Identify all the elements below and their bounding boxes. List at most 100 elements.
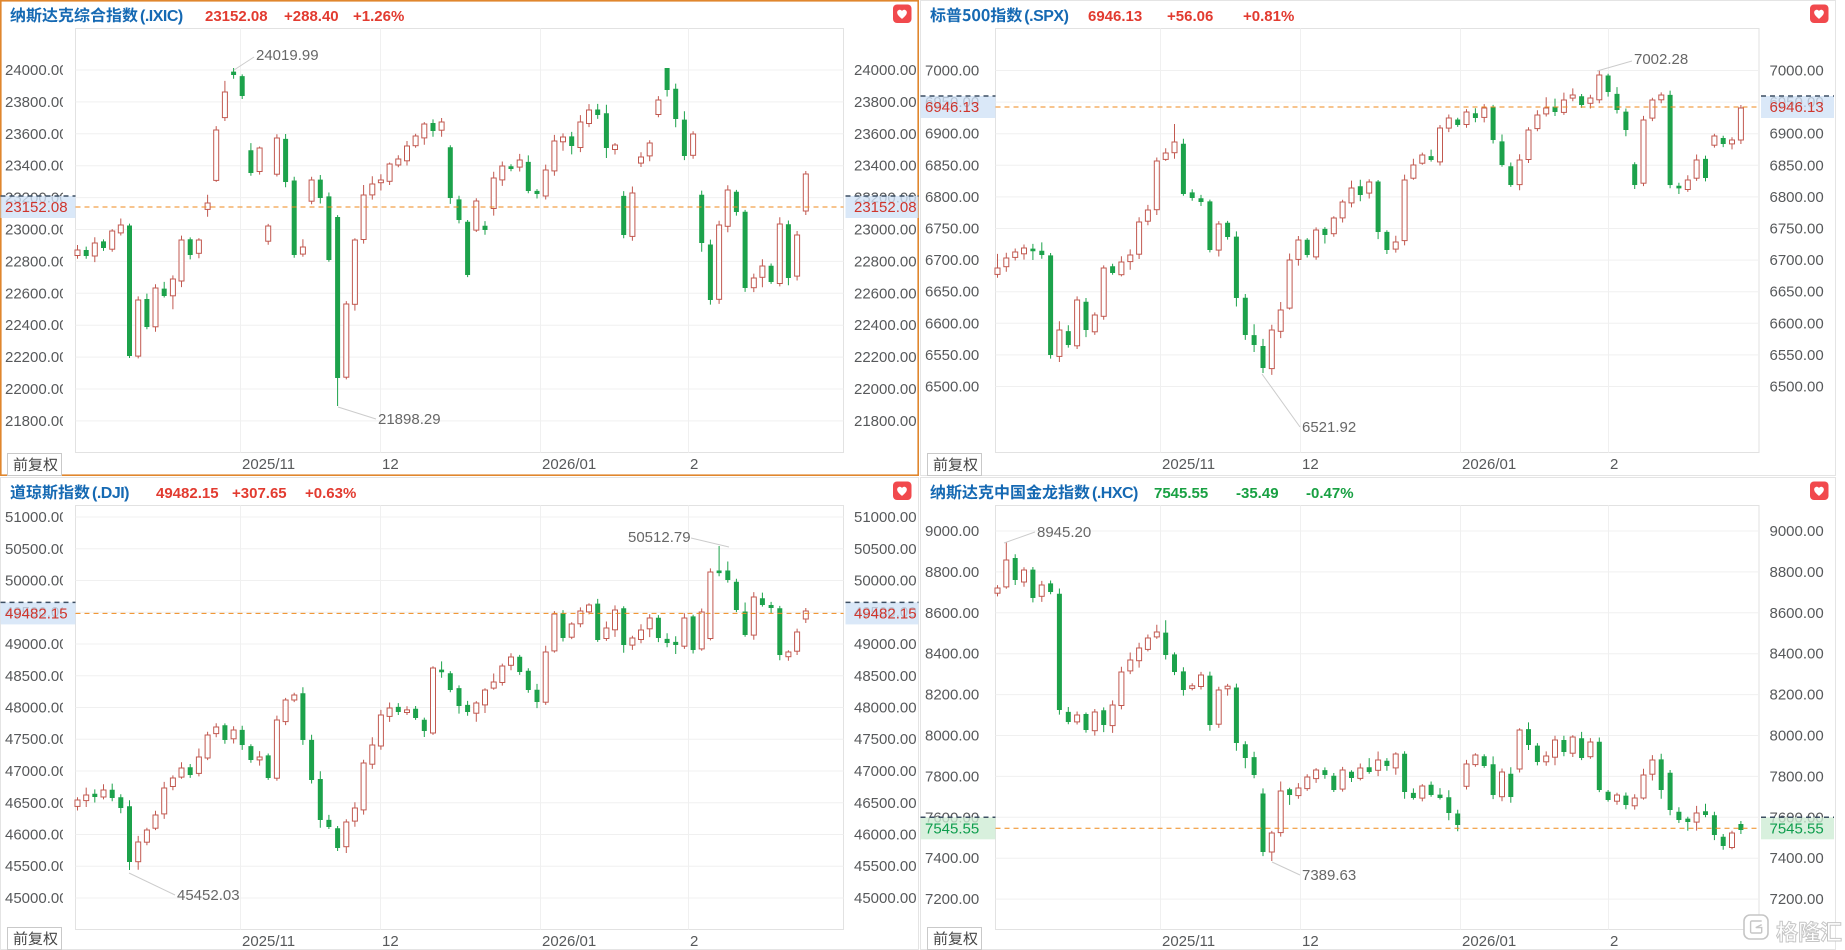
svg-text:24000.00: 24000.00 [854,62,917,79]
svg-text:22600.00: 22600.00 [5,285,68,302]
svg-text:6800.00: 6800.00 [925,189,979,206]
svg-text:8800.00: 8800.00 [925,564,979,581]
svg-text:(.SPX): (.SPX) [1024,8,1068,25]
svg-text:+288.40: +288.40 [284,8,339,25]
svg-text:49000.00: 49000.00 [854,636,917,653]
svg-text:6946.13: 6946.13 [1088,8,1142,25]
svg-text:48500.00: 48500.00 [5,668,68,685]
svg-text:23600.00: 23600.00 [5,126,68,143]
svg-text:46000.00: 46000.00 [5,827,68,844]
svg-text:2: 2 [690,456,698,473]
svg-text:-35.49: -35.49 [1236,485,1279,502]
svg-text:8000.00: 8000.00 [1770,728,1824,745]
svg-text:22000.00: 22000.00 [854,381,917,398]
svg-text:50000.00: 50000.00 [5,573,68,590]
svg-text:2026/01: 2026/01 [542,456,596,473]
svg-text:+307.65: +307.65 [232,485,287,502]
svg-text:12: 12 [1302,933,1319,950]
svg-text:+56.06: +56.06 [1167,8,1213,25]
svg-text:+0.81%: +0.81% [1243,8,1294,25]
svg-text:23152.08: 23152.08 [5,199,68,216]
svg-text:8200.00: 8200.00 [925,687,979,704]
svg-text:23400.00: 23400.00 [5,158,68,175]
svg-text:23800.00: 23800.00 [854,94,917,111]
svg-text:7400.00: 7400.00 [925,850,979,867]
svg-text:49482.15: 49482.15 [5,606,68,623]
svg-text:50500.00: 50500.00 [854,541,917,558]
svg-text:+0.63%: +0.63% [305,485,356,502]
svg-text:7545.55: 7545.55 [1154,485,1208,502]
svg-text:22600.00: 22600.00 [854,285,917,302]
svg-text:7000.00: 7000.00 [925,63,979,80]
svg-text:47500.00: 47500.00 [5,731,68,748]
svg-text:6850.00: 6850.00 [1770,157,1824,174]
svg-text:2: 2 [1610,933,1618,950]
svg-text:45000.00: 45000.00 [854,890,917,907]
svg-text:8800.00: 8800.00 [1770,564,1824,581]
svg-text:6700.00: 6700.00 [1770,252,1824,269]
svg-text:8600.00: 8600.00 [925,605,979,622]
svg-text:(.HXC): (.HXC) [1092,485,1138,502]
svg-text:49482.15: 49482.15 [156,485,219,502]
svg-text:6750.00: 6750.00 [925,221,979,238]
svg-text:7545.55: 7545.55 [925,821,979,838]
svg-text:8400.00: 8400.00 [1770,646,1824,663]
svg-text:6946.13: 6946.13 [925,99,979,116]
svg-text:22400.00: 22400.00 [5,317,68,334]
svg-text:2026/01: 2026/01 [1462,933,1516,950]
svg-text:7400.00: 7400.00 [1770,850,1824,867]
svg-text:12: 12 [382,933,399,950]
svg-text:6600.00: 6600.00 [925,315,979,332]
svg-text:24019.99: 24019.99 [256,47,319,64]
svg-text:22000.00: 22000.00 [5,381,68,398]
svg-text:6500.00: 6500.00 [1770,379,1824,396]
svg-text:8945.20: 8945.20 [1037,524,1091,541]
svg-text:6900.00: 6900.00 [1770,126,1824,143]
svg-text:8200.00: 8200.00 [1770,687,1824,704]
svg-text:23800.00: 23800.00 [5,94,68,111]
svg-text:2: 2 [690,933,698,950]
svg-text:45000.00: 45000.00 [5,890,68,907]
svg-text:46500.00: 46500.00 [5,795,68,812]
svg-text:51000.00: 51000.00 [854,509,917,526]
svg-text:45452.03: 45452.03 [177,887,240,904]
svg-text:6600.00: 6600.00 [1770,315,1824,332]
svg-text:7800.00: 7800.00 [1770,768,1824,785]
svg-text:47000.00: 47000.00 [5,763,68,780]
svg-text:23600.00: 23600.00 [854,126,917,143]
svg-text:51000.00: 51000.00 [5,509,68,526]
svg-text:(.IXIC): (.IXIC) [140,8,183,25]
svg-text:6946.13: 6946.13 [1770,99,1824,116]
svg-text:50000.00: 50000.00 [854,573,917,590]
svg-text:2025/11: 2025/11 [1162,933,1215,950]
svg-text:23000.00: 23000.00 [5,222,68,239]
svg-text:24000.00: 24000.00 [5,62,68,79]
svg-text:7002.28: 7002.28 [1634,51,1688,68]
svg-text:48000.00: 48000.00 [854,700,917,717]
svg-text:12: 12 [1302,456,1319,473]
svg-text:50512.79: 50512.79 [628,529,691,546]
svg-text:2025/11: 2025/11 [242,456,295,473]
svg-text:2026/01: 2026/01 [1462,456,1516,473]
svg-text:6850.00: 6850.00 [925,157,979,174]
svg-text:46000.00: 46000.00 [854,827,917,844]
svg-text:7200.00: 7200.00 [1770,891,1824,908]
svg-text:49482.15: 49482.15 [854,606,917,623]
svg-text:8600.00: 8600.00 [1770,605,1824,622]
svg-text:23152.08: 23152.08 [205,8,268,25]
svg-text:6650.00: 6650.00 [925,284,979,301]
svg-text:6550.00: 6550.00 [925,347,979,364]
svg-text:8000.00: 8000.00 [925,728,979,745]
svg-text:22800.00: 22800.00 [854,253,917,270]
svg-text:50500.00: 50500.00 [5,541,68,558]
svg-text:2025/11: 2025/11 [242,933,295,950]
svg-text:45500.00: 45500.00 [854,858,917,875]
svg-text:23152.08: 23152.08 [854,199,917,216]
svg-text:22800.00: 22800.00 [5,253,68,270]
svg-text:+1.26%: +1.26% [353,8,404,25]
svg-text:6900.00: 6900.00 [925,126,979,143]
svg-text:7000.00: 7000.00 [1770,63,1824,80]
svg-text:7545.55: 7545.55 [1770,821,1824,838]
svg-text:48500.00: 48500.00 [854,668,917,685]
svg-text:6750.00: 6750.00 [1770,221,1824,238]
